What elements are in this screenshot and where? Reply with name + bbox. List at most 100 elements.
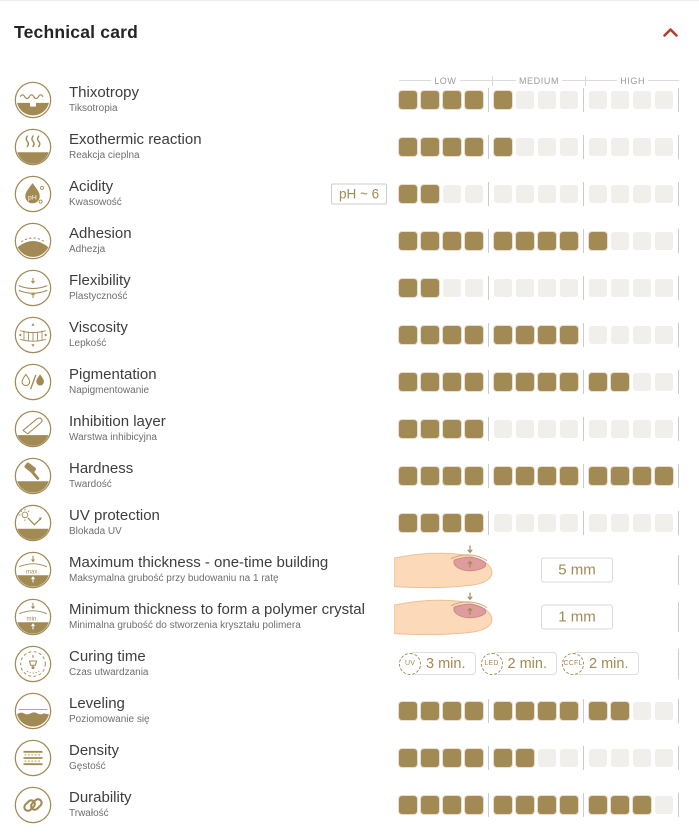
row-sublabel: Adhezja xyxy=(69,243,106,255)
rating-square-group xyxy=(494,745,584,770)
technical-card-rows: Thixotropy Tiksotropia LOW MEDIUM HIGH Exothe… xyxy=(0,55,699,828)
rating-square xyxy=(443,748,461,767)
rating-square xyxy=(516,278,534,297)
rating-square xyxy=(560,137,578,156)
rating-square-group xyxy=(589,369,679,394)
rating-square xyxy=(611,701,629,720)
rating-square xyxy=(589,795,607,814)
rating-square xyxy=(633,513,651,532)
rating-square-group xyxy=(494,87,584,112)
rating-square xyxy=(465,90,483,109)
row-labels: Leveling Poziomowanie się xyxy=(69,695,399,725)
rating-square xyxy=(443,513,461,532)
rating-square xyxy=(655,748,673,767)
technical-card-row: Flexibility Plastyczność xyxy=(0,264,699,311)
rating-square xyxy=(399,137,417,156)
row-value-area xyxy=(399,698,679,723)
rating-square xyxy=(399,748,417,767)
rating-square xyxy=(655,325,673,344)
row-label: UV protection xyxy=(69,507,160,524)
rating-square xyxy=(465,372,483,391)
rating-square xyxy=(538,325,556,344)
technical-card-row: max. Maximum thickness - one-time buildin… xyxy=(0,545,699,593)
rating-square xyxy=(421,748,439,767)
rating-square xyxy=(560,278,578,297)
rating-square xyxy=(421,372,439,391)
row-sublabel: Poziomowanie się xyxy=(69,713,150,725)
row-labels: Curing time Czas utwardzania xyxy=(69,648,399,678)
row-labels: Thixotropy Tiksotropia xyxy=(69,84,399,114)
thickness-value: 5 mm xyxy=(541,557,613,582)
rating-bar xyxy=(399,698,679,723)
rating-square xyxy=(589,90,607,109)
rating-square xyxy=(611,90,629,109)
rating-square xyxy=(399,419,417,438)
curing-time-value: 3 min. xyxy=(410,652,476,675)
rating-bar xyxy=(399,463,679,488)
rating-square xyxy=(516,184,534,203)
rating-square-group xyxy=(589,463,679,488)
rating-square xyxy=(421,419,439,438)
rating-square xyxy=(633,748,651,767)
rating-square xyxy=(655,184,673,203)
row-label: Inhibition layer xyxy=(69,413,166,430)
row-label: Acidity xyxy=(69,178,114,195)
rating-square xyxy=(516,748,534,767)
rating-square-group xyxy=(589,181,679,206)
rating-square xyxy=(589,184,607,203)
svg-text:max.: max. xyxy=(26,568,39,575)
rating-square xyxy=(516,466,534,485)
rating-square-group xyxy=(589,134,679,159)
max-thickness-icon: max. xyxy=(14,551,52,589)
rating-square xyxy=(560,372,578,391)
rating-square xyxy=(421,90,439,109)
rating-square-group xyxy=(399,792,489,817)
row-labels: UV protection Blokada UV xyxy=(69,507,399,537)
rating-square xyxy=(633,795,651,814)
rating-square xyxy=(494,90,512,109)
row-labels: Flexibility Plastyczność xyxy=(69,272,399,302)
row-value-area xyxy=(399,416,679,441)
rating-square xyxy=(611,748,629,767)
row-labels: Maximum thickness - one-time building Mak… xyxy=(69,554,399,584)
row-label: Flexibility xyxy=(69,272,131,289)
uv-protection-icon xyxy=(14,504,52,542)
rating-square xyxy=(633,90,651,109)
rating-square-group xyxy=(494,134,584,159)
curing-badge-uv: UV 3 min. xyxy=(399,652,476,675)
rating-square xyxy=(516,231,534,250)
row-value-area xyxy=(399,510,679,535)
collapse-chevron-icon[interactable] xyxy=(660,25,681,40)
row-sublabel: Twardość xyxy=(69,478,112,490)
rating-square xyxy=(611,513,629,532)
rating-square xyxy=(633,184,651,203)
rating-square-group xyxy=(589,275,679,300)
rating-square-group xyxy=(399,463,489,488)
thixotropy-icon xyxy=(14,81,52,119)
rating-square xyxy=(538,137,556,156)
ph-badge: pH ~ 6 xyxy=(331,183,388,204)
row-label: Exothermic reaction xyxy=(69,131,202,148)
rating-square xyxy=(443,419,461,438)
rating-square xyxy=(516,419,534,438)
exothermic-reaction-icon xyxy=(14,128,52,166)
row-label: Durability xyxy=(69,789,132,806)
ccfl-lamp-icon: CCFL xyxy=(562,652,584,675)
pigmentation-icon xyxy=(14,363,52,401)
rating-square xyxy=(633,466,651,485)
rating-square xyxy=(421,325,439,344)
rating-square xyxy=(589,231,607,250)
rating-bar xyxy=(399,416,679,441)
rating-bar xyxy=(399,792,679,817)
rating-square-group xyxy=(399,510,489,535)
flexibility-icon xyxy=(14,269,52,307)
row-label: Viscosity xyxy=(69,319,128,336)
rating-square-group xyxy=(494,181,584,206)
rating-square xyxy=(443,325,461,344)
rating-square xyxy=(611,419,629,438)
rating-square-group xyxy=(589,745,679,770)
rating-square-group xyxy=(589,87,679,112)
rating-square-group xyxy=(399,87,489,112)
rating-square xyxy=(443,372,461,391)
rating-square xyxy=(589,466,607,485)
